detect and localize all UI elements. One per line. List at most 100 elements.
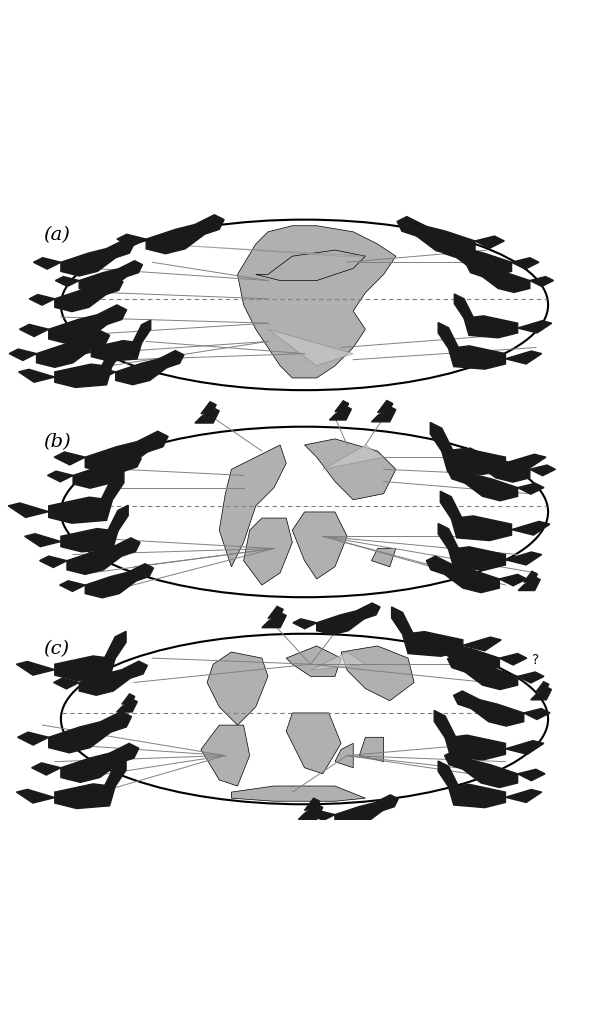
Text: (b): (b) [43, 433, 71, 451]
Polygon shape [335, 744, 353, 767]
Polygon shape [18, 370, 55, 382]
Polygon shape [512, 521, 550, 536]
Polygon shape [518, 577, 540, 590]
Polygon shape [417, 227, 475, 255]
Polygon shape [286, 713, 341, 774]
Polygon shape [445, 751, 472, 769]
Polygon shape [518, 320, 552, 333]
Polygon shape [505, 741, 544, 754]
Polygon shape [505, 552, 542, 564]
Polygon shape [55, 656, 115, 681]
Polygon shape [268, 607, 283, 619]
Polygon shape [451, 516, 512, 541]
Polygon shape [231, 786, 365, 801]
Polygon shape [117, 699, 137, 712]
Polygon shape [335, 802, 382, 826]
Polygon shape [24, 534, 61, 547]
Polygon shape [445, 735, 505, 760]
Polygon shape [457, 248, 512, 276]
Polygon shape [463, 638, 501, 651]
Polygon shape [505, 790, 542, 802]
Polygon shape [104, 631, 126, 659]
Polygon shape [440, 491, 462, 519]
Polygon shape [79, 269, 127, 293]
Polygon shape [113, 538, 140, 556]
Polygon shape [512, 258, 539, 269]
Polygon shape [262, 613, 286, 627]
Text: ?: ? [343, 614, 351, 627]
Polygon shape [54, 452, 85, 465]
Polygon shape [530, 277, 554, 286]
Text: (a): (a) [43, 226, 69, 244]
Polygon shape [426, 636, 454, 654]
Polygon shape [465, 475, 518, 501]
Polygon shape [16, 789, 55, 803]
Text: (c): (c) [43, 640, 69, 658]
Polygon shape [61, 528, 118, 552]
Polygon shape [438, 761, 459, 787]
Polygon shape [110, 744, 139, 763]
Polygon shape [317, 611, 364, 634]
Polygon shape [475, 236, 504, 248]
Polygon shape [442, 448, 505, 475]
Polygon shape [244, 518, 292, 585]
Polygon shape [311, 652, 365, 671]
Polygon shape [97, 277, 123, 295]
Polygon shape [54, 678, 79, 689]
Polygon shape [471, 699, 524, 726]
Polygon shape [18, 732, 49, 745]
Polygon shape [101, 341, 122, 367]
Polygon shape [448, 346, 505, 369]
Polygon shape [371, 549, 396, 566]
Polygon shape [79, 670, 130, 695]
Polygon shape [426, 556, 454, 575]
Polygon shape [438, 239, 466, 258]
Polygon shape [499, 575, 527, 586]
Polygon shape [49, 314, 107, 344]
Polygon shape [434, 711, 456, 737]
Polygon shape [454, 294, 474, 318]
Polygon shape [445, 645, 499, 672]
Polygon shape [392, 607, 414, 634]
Polygon shape [378, 401, 393, 413]
Polygon shape [146, 225, 205, 253]
Polygon shape [61, 248, 116, 276]
Polygon shape [107, 239, 134, 258]
Polygon shape [292, 512, 347, 579]
Polygon shape [29, 295, 55, 305]
Polygon shape [304, 798, 320, 811]
Polygon shape [137, 432, 168, 452]
Polygon shape [158, 244, 365, 256]
Polygon shape [61, 753, 119, 783]
Polygon shape [311, 811, 335, 821]
Polygon shape [59, 345, 91, 356]
Polygon shape [524, 572, 537, 582]
Polygon shape [119, 261, 143, 277]
Polygon shape [8, 503, 49, 517]
Polygon shape [448, 547, 505, 571]
Polygon shape [465, 663, 518, 689]
Polygon shape [454, 691, 480, 709]
Polygon shape [335, 401, 348, 412]
Polygon shape [128, 563, 153, 581]
Polygon shape [518, 672, 544, 683]
Polygon shape [100, 712, 132, 732]
Polygon shape [207, 652, 268, 725]
Polygon shape [479, 456, 530, 482]
Polygon shape [518, 483, 544, 494]
Polygon shape [85, 442, 147, 473]
Polygon shape [371, 407, 396, 422]
Polygon shape [195, 215, 224, 234]
Polygon shape [464, 316, 518, 338]
Polygon shape [375, 795, 398, 811]
Polygon shape [268, 330, 353, 366]
Polygon shape [107, 506, 128, 531]
Polygon shape [91, 341, 141, 362]
Polygon shape [462, 448, 487, 466]
Polygon shape [505, 454, 546, 469]
Polygon shape [304, 439, 396, 500]
Polygon shape [90, 368, 116, 378]
Polygon shape [463, 760, 518, 788]
Polygon shape [37, 340, 91, 368]
Polygon shape [195, 408, 219, 423]
